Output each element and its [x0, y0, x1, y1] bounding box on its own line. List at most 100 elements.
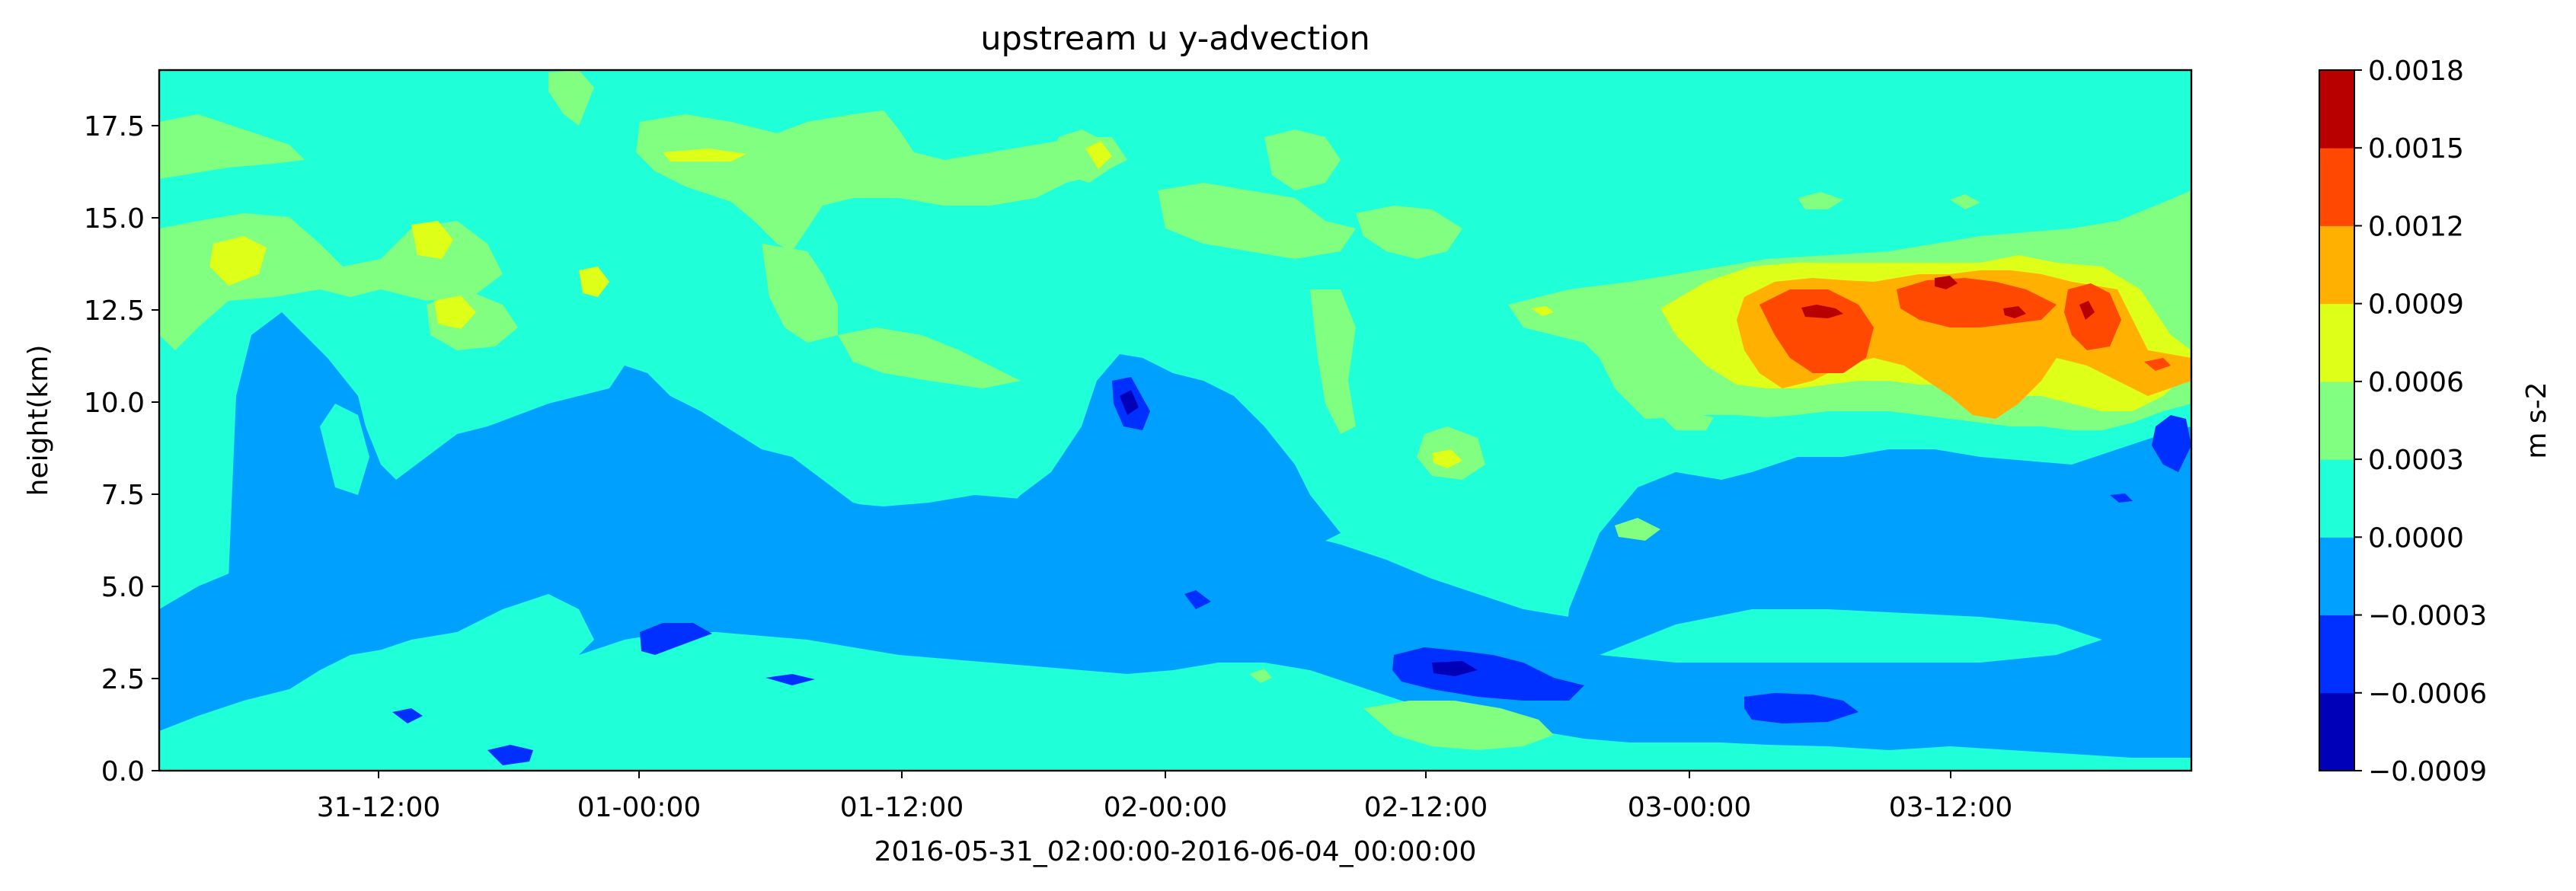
contour-band-0012-right-3: [2064, 283, 2121, 350]
colorbar-band: [2319, 225, 2354, 305]
contour-band-0015-right: [1801, 305, 1843, 318]
y-tick-label: 17.5: [84, 111, 145, 142]
y-tick: 15.0: [84, 203, 159, 235]
x-tick: 01-12:00: [840, 771, 964, 823]
y-tick: 12.5: [84, 295, 159, 327]
contour-band-0006-small: [1432, 449, 1462, 468]
contour-band-0015-right-3: [2003, 306, 2026, 318]
colorbar-tick-label: −0.0009: [2368, 756, 2487, 787]
contour-band-0003-bottom: [1363, 701, 1554, 750]
colorbar-label: m s-2: [2521, 382, 2552, 458]
colorbar-band: [2319, 615, 2354, 694]
colorbar-tick-label: −0.0006: [2368, 679, 2487, 710]
x-tick-label: 31-12:00: [317, 792, 441, 823]
contour-band-0003-center-plume: [838, 327, 1021, 388]
x-tick-label: 03-12:00: [1889, 792, 2013, 823]
contour-band-0006-top-center: [663, 148, 746, 161]
colorbar-tick-label: 0.0006: [2368, 367, 2464, 398]
contour-band-0003-cluster-1: [1158, 183, 1356, 259]
contour-band-0003-top-small: [548, 70, 594, 126]
colorbar-tick-label: 0.0018: [2368, 56, 2464, 87]
x-tick: 03-00:00: [1628, 771, 1752, 823]
x-tick: 02-12:00: [1364, 771, 1488, 823]
contour-band-neg0006-1: [640, 623, 712, 655]
y-tick-label: 0.0: [101, 756, 145, 787]
y-tick-label: 7.5: [101, 480, 145, 511]
contour-band-0003-bottom-small: [1249, 669, 1272, 683]
y-tick: 0.0: [101, 756, 159, 787]
contour-band-0003-top-right-small-2: [1950, 194, 1980, 209]
colorbar-band: [2319, 381, 2354, 460]
colorbar-tick-label: −0.0003: [2368, 601, 2487, 632]
contour-plot-area: [159, 70, 2191, 771]
contour-band-0003-top-right-small: [1798, 192, 1843, 209]
contour-band-neg0006-7: [392, 708, 423, 723]
contour-band-0003-right-small: [1660, 411, 1714, 430]
colorbar-band: [2319, 537, 2354, 616]
contour-band-0003-cluster-4: [1310, 289, 1356, 434]
colorbar: −0.0009 −0.0006 −0.0003 0.0000 0.0003 0.0006 0…: [2319, 56, 2552, 787]
y-tick-label: 10.0: [84, 388, 145, 419]
colorbar-band: [2319, 70, 2354, 148]
colorbar-band: [2319, 459, 2354, 538]
x-tick: 31-12:00: [317, 771, 441, 823]
colorbar-ticks: −0.0009 −0.0006 −0.0003 0.0000 0.0003 0.0006 0…: [2354, 56, 2487, 787]
contour-band-0006-top-center-2: [1085, 141, 1112, 169]
contour-band-0006-left-2: [411, 221, 453, 259]
y-tick: 5.0: [101, 572, 159, 603]
x-tick: 01-00:00: [577, 771, 702, 823]
contour-band-neg0006-8: [1184, 590, 1211, 609]
contour-band-0003-center-lower: [762, 244, 838, 343]
y-tick-label: 5.0: [101, 572, 145, 603]
colorbar-tick-label: 0.0009: [2368, 289, 2464, 321]
contour-band-0006-left-4: [579, 267, 609, 297]
contour-band-neg0006-6: [487, 745, 533, 765]
y-tick-label: 12.5: [84, 295, 145, 327]
contour-band-0006-left: [209, 236, 267, 286]
contour-band-pos-lower: [159, 632, 2191, 771]
contour-band-pos-right-strip: [1600, 609, 2102, 663]
contour-band-0003-cluster-2: [1264, 129, 1341, 190]
contour-band-neg0006-5: [2152, 415, 2191, 472]
contour-band-neg0009-2: [1432, 661, 1478, 676]
x-axis-label: 2016-05-31_02:00:00-2016-06-04_00:00:00: [874, 836, 1477, 867]
contour-band-0006-left-3: [434, 295, 476, 329]
colorbar-band: [2319, 303, 2354, 382]
chart-title: upstream u y-advection: [980, 20, 1370, 58]
x-tick-label: 01-12:00: [840, 792, 964, 823]
contour-band-0015-right-4: [2079, 301, 2095, 320]
colorbar-frame: [2319, 69, 2355, 771]
contour-band-0006-small-2: [1531, 306, 1554, 316]
contour-band-neg-upper: [229, 312, 1341, 579]
x-tick-label: 03-00:00: [1628, 792, 1752, 823]
contour-band-neg0009-1: [1120, 390, 1139, 415]
axes-frame: [158, 69, 2193, 772]
y-tick: 10.0: [84, 388, 159, 419]
colorbar-bands: [2319, 70, 2354, 771]
y-axis-label: height(km): [23, 345, 54, 497]
x-axis: 31-12:00 01-00:00 01-12:00 02-00:00 02-1…: [317, 771, 2013, 867]
x-tick-label: 02-12:00: [1364, 792, 1488, 823]
contour-band-neg0006-3: [1392, 647, 1584, 701]
contour-band-0012-right-4: [2144, 358, 2171, 371]
y-tick: 7.5: [101, 480, 159, 511]
contour-band-neg0006-10: [2110, 493, 2133, 503]
contour-band-0003-cluster-3: [1356, 206, 1462, 259]
y-tick: 2.5: [101, 664, 159, 695]
y-tick-label: 2.5: [101, 664, 145, 695]
y-tick-label: 15.0: [84, 203, 145, 235]
contour-band-neg0006-4: [1744, 693, 1858, 723]
contour-band-0003-right-small-2: [1615, 518, 1660, 541]
y-axis: 0.0 2.5 5.0 7.5 10.0 12.5 15.0 17.5: [23, 111, 159, 787]
x-tick: 03-12:00: [1889, 771, 2013, 823]
contour-band-neg0006-9: [765, 674, 815, 685]
contour-band-0003-center-top: [636, 110, 1127, 251]
colorbar-band: [2319, 148, 2354, 226]
contour-band-0015-right-2: [1935, 276, 1958, 289]
x-tick-label: 02-00:00: [1104, 792, 1228, 823]
x-tick: 02-00:00: [1104, 771, 1228, 823]
x-tick-label: 01-00:00: [577, 792, 702, 823]
contour-band-0003-topleft: [159, 114, 305, 179]
contour-band-0012-right: [1759, 289, 1874, 373]
